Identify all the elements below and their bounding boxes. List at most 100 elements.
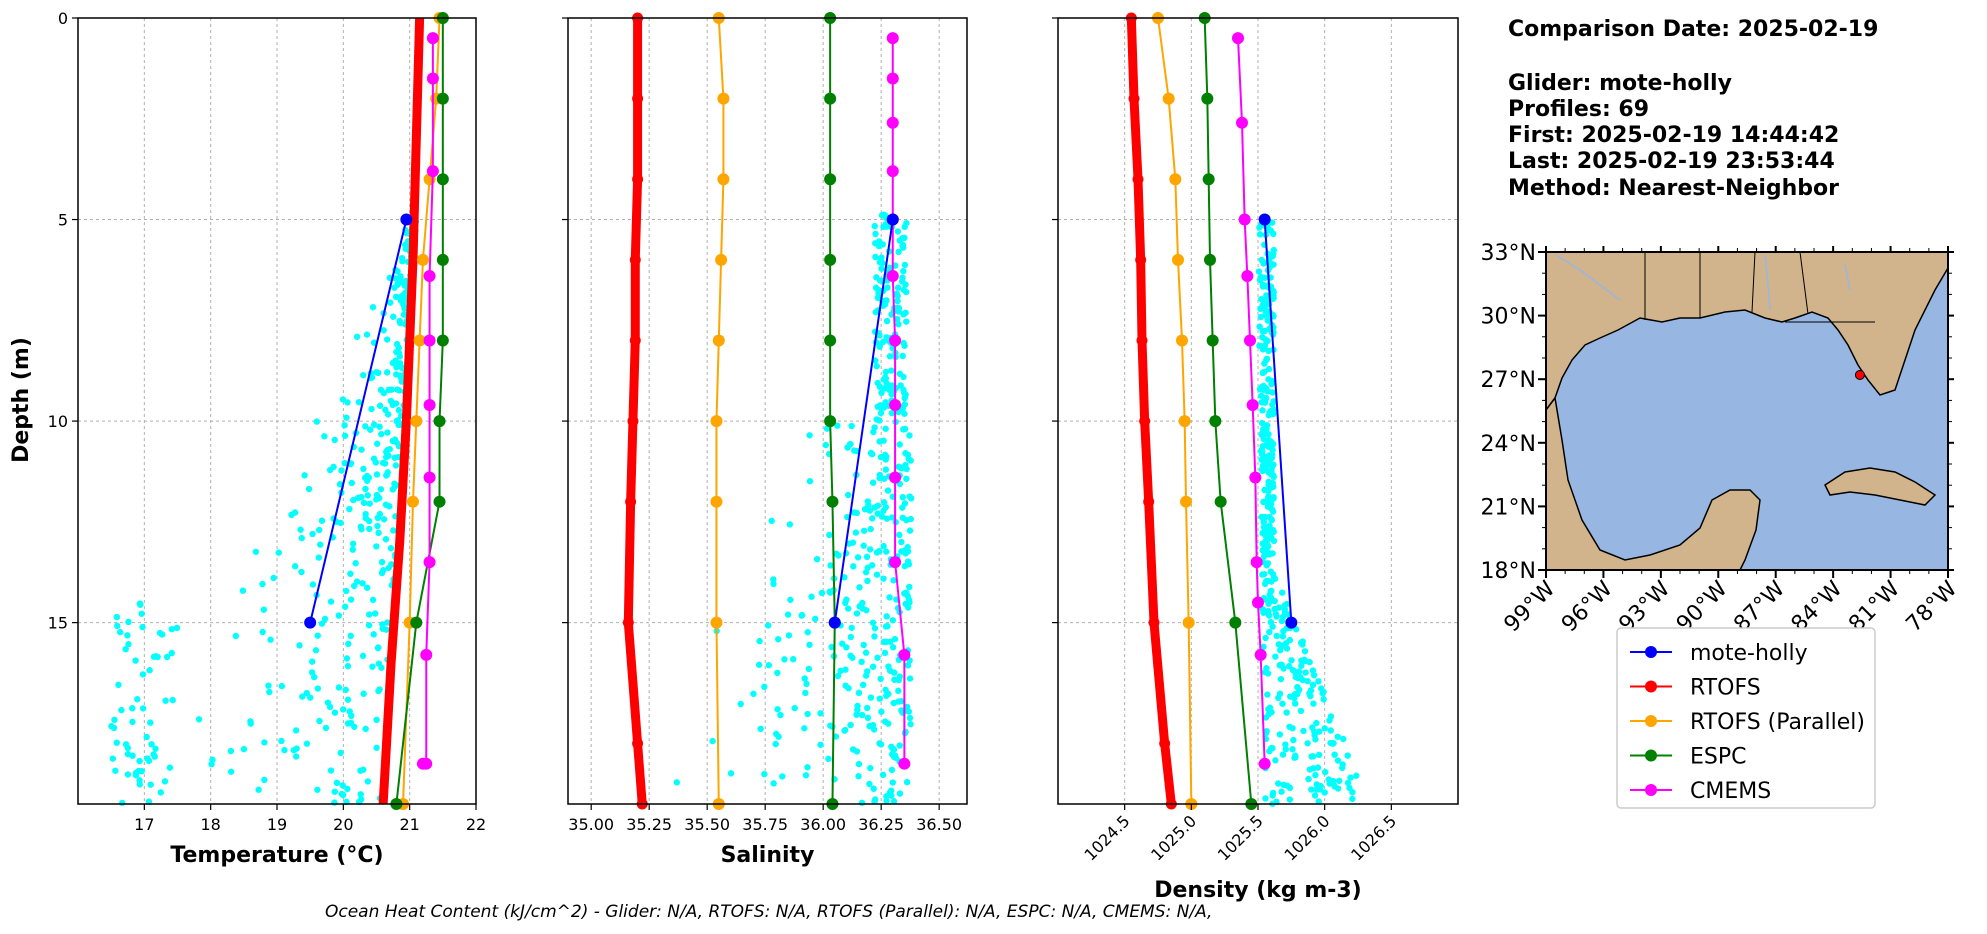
glider-obs-point (1286, 796, 1294, 803)
glider-obs-point (1273, 613, 1280, 620)
y-tick-label: 15 (48, 614, 68, 633)
glider-obs-point (298, 534, 305, 542)
glider-obs-point (853, 711, 860, 718)
glider-obs-point (1265, 607, 1272, 615)
glider-obs-point (239, 587, 247, 594)
series-point-cmems (886, 72, 899, 85)
glider-obs-point (834, 672, 842, 680)
glider-obs-point (303, 689, 310, 697)
glider-obs-point (878, 513, 886, 520)
glider-obs-point (148, 741, 155, 748)
glider-obs-point (882, 368, 890, 376)
glider-obs-point (901, 261, 909, 269)
glider-obs-point (774, 669, 781, 677)
series-line-rtofs_parallel (715, 17, 725, 805)
glider-obs-point (896, 790, 904, 797)
glider-obs-point (1307, 687, 1315, 694)
glider-obs-point (888, 766, 896, 774)
glider-obs-point (314, 632, 321, 639)
series-point-glider (400, 213, 413, 226)
glider-obs-point (880, 475, 888, 482)
glider-obs-point (309, 581, 317, 588)
glider-obs-point (398, 292, 405, 300)
glider-obs-point (1294, 683, 1301, 691)
map-lat-label: 27°N (1481, 368, 1536, 393)
map-land-mexico (1546, 396, 1761, 570)
glider-obs-point (162, 697, 169, 704)
glider-obs-point (874, 379, 881, 387)
glider-obs-point (331, 799, 338, 806)
glider-obs-point (882, 466, 890, 473)
glider-obs-point (388, 561, 395, 568)
x-tick-label: 1026.5 (1347, 811, 1400, 864)
glider-obs-point (890, 798, 898, 805)
glider-obs-point (882, 220, 890, 228)
glider-obs-point (858, 711, 866, 719)
series-line-rtofs (623, 18, 647, 805)
series-point-espc (824, 173, 837, 186)
glider-obs-point (360, 371, 367, 379)
glider-obs-point (1347, 774, 1354, 781)
glider-obs-point (389, 486, 397, 493)
series-point-espc (1201, 92, 1214, 105)
glider-obs-point (1266, 704, 1274, 711)
glider-obs-point (136, 757, 143, 765)
glider-obs-point (737, 700, 744, 708)
glider-obs-point (888, 787, 895, 794)
glider-obs-point (877, 741, 885, 748)
glider-obs-point (876, 695, 883, 702)
glider-obs-point (873, 362, 880, 370)
glider-obs-point (896, 531, 903, 539)
glider-obs-point (889, 644, 897, 651)
glider-obs-point (770, 780, 777, 787)
glider-obs-point (1316, 786, 1324, 793)
glider-obs-point (337, 749, 344, 757)
x-tick-label: 1024.5 (1080, 811, 1133, 864)
glider-obs-point (255, 786, 262, 793)
glider-obs-point (1335, 777, 1343, 785)
glider-obs-point (877, 404, 885, 411)
glider-obs-point (392, 357, 399, 364)
glider-obs-point (894, 292, 901, 300)
series-point-rtofs_parallel (1162, 92, 1175, 105)
glider-obs-point (1327, 727, 1334, 734)
glider-obs-point (880, 499, 888, 506)
glider-obs-point (896, 237, 904, 244)
glider-obs-point (376, 686, 383, 693)
glider-obs-point (1285, 663, 1293, 670)
series-point-rtofs (1143, 496, 1155, 508)
glider-obs-point (833, 550, 840, 557)
series-point-rtofs (629, 254, 641, 266)
glider-obs-point (853, 748, 861, 755)
glider-obs-point (169, 696, 176, 704)
glider-obs-point (1315, 751, 1323, 759)
glider-obs-point (863, 553, 871, 561)
glider-obs-point (817, 741, 824, 748)
glider-obs-point (906, 432, 913, 439)
glider-obs-point (374, 644, 382, 652)
series-line-glider (833, 219, 894, 623)
glider-obs-point (862, 649, 870, 656)
glider-obs-point (1264, 461, 1271, 468)
glider-obs-point (402, 245, 409, 253)
depth-axis-label: Depth (m) (9, 337, 34, 463)
glider-obs-point (901, 590, 908, 597)
glider-obs-point (380, 567, 387, 574)
info-comparison-date: Comparison Date: 2025-02-19 (1508, 17, 1878, 42)
glider-obs-point (1265, 493, 1272, 500)
glider-obs-point (1266, 747, 1273, 755)
glider-obs-point (803, 680, 810, 688)
glider-obs-point (886, 264, 894, 271)
glider-obs-point (353, 578, 361, 585)
series-point-cmems (889, 334, 902, 347)
glider-obs-point (889, 779, 896, 786)
glider-obs-point (874, 654, 881, 661)
x-tick-label: 1025.0 (1147, 811, 1200, 864)
glider-obs-point (383, 626, 390, 633)
map-glider-position (1854, 369, 1865, 380)
glider-obs-point (850, 509, 858, 516)
glider-obs-point (343, 587, 350, 595)
y-tick-label: 5 (58, 211, 68, 230)
glider-obs-point (373, 496, 380, 503)
glider-obs-point (905, 708, 913, 715)
